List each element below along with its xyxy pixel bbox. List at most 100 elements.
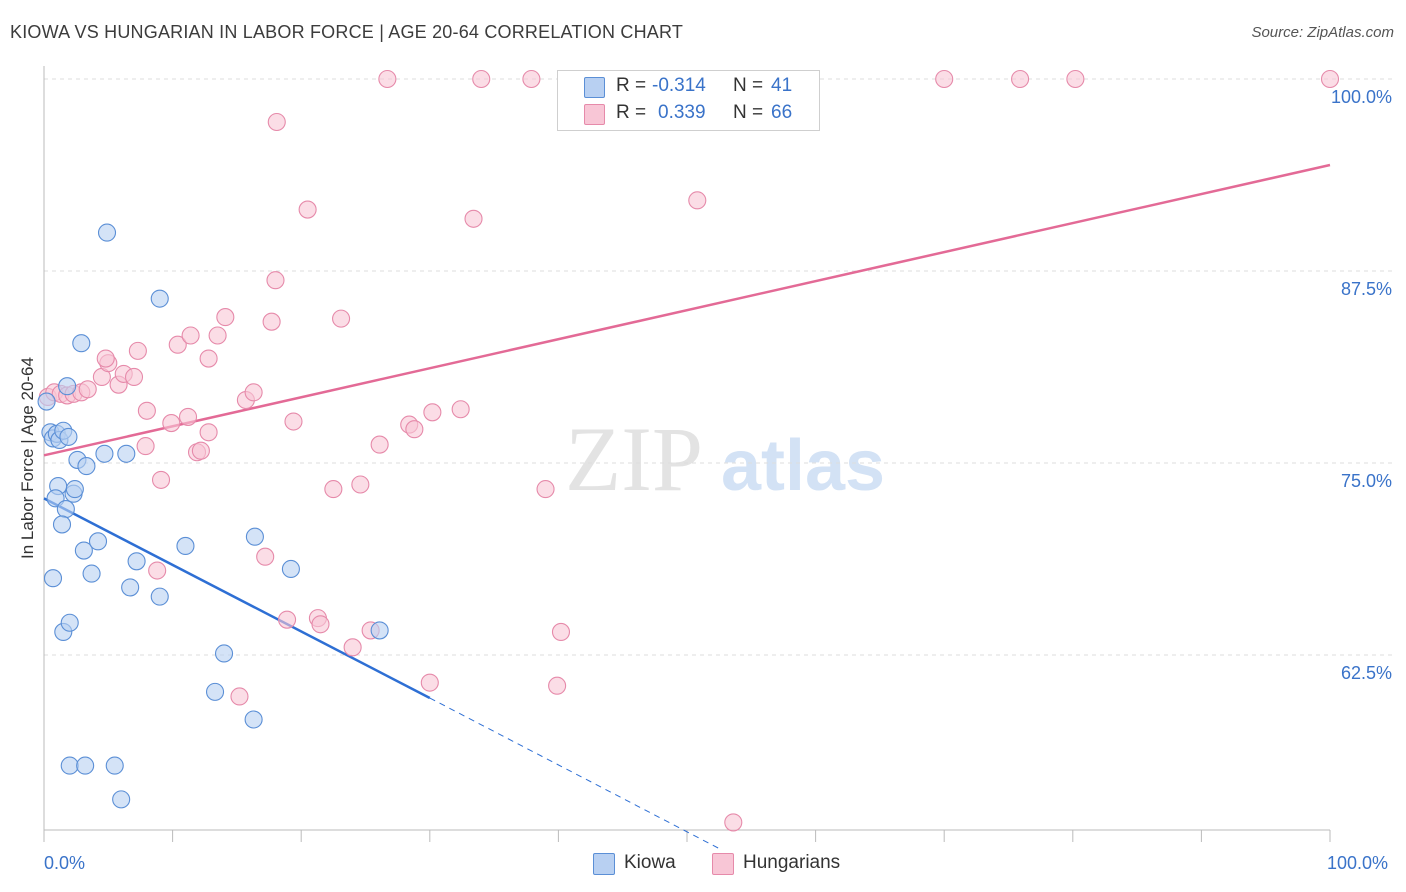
y-tick-label: 87.5%	[1341, 279, 1392, 299]
hungarian-point	[199, 349, 218, 368]
hungarian-point	[266, 271, 285, 290]
kiowa-trend-extension	[429, 697, 720, 849]
watermark: ZIP atlas	[565, 408, 885, 510]
kiowa-point	[370, 621, 389, 640]
kiowa-n-value: 41	[771, 75, 793, 96]
kiowa-point	[121, 578, 140, 597]
chart-title: KIOWA VS HUNGARIAN IN LABOR FORCE | AGE …	[10, 22, 684, 42]
hungarian-point	[168, 335, 187, 354]
hungarian-point	[464, 209, 483, 228]
watermark-zip: ZIP	[565, 408, 703, 510]
kiowa-r-value: -0.314	[652, 75, 706, 96]
hungarian-swatch	[584, 104, 605, 125]
hungarian-point	[244, 383, 263, 402]
hungarian-point	[1066, 69, 1085, 89]
kiowa-point	[77, 457, 96, 476]
kiowa-point	[112, 790, 131, 809]
hungarian-point	[324, 480, 343, 499]
y-tick-label: 62.5%	[1341, 663, 1392, 683]
hungarian-point	[284, 412, 303, 431]
hungarian-point	[128, 341, 147, 360]
kiowa-trend-line	[43, 497, 431, 700]
kiowa-point	[43, 569, 63, 588]
hungarian-point	[148, 561, 167, 580]
y-tick-label: 100.0%	[1331, 87, 1392, 107]
kiowa-legend-swatch	[593, 853, 615, 875]
kiowa-point	[244, 710, 263, 729]
x-tick-label-max: 100.0%	[1327, 853, 1389, 873]
kiowa-point	[127, 552, 146, 571]
hungarian-point	[137, 401, 156, 420]
kiowa-point	[60, 756, 79, 775]
hungarian-point	[724, 813, 743, 832]
kiowa-swatch	[584, 77, 605, 98]
hungarian-point	[935, 69, 954, 89]
hungarian-point	[256, 547, 275, 566]
hungarian-n-value: 66	[771, 102, 793, 123]
hungarian-point	[191, 441, 210, 460]
kiowa-point	[82, 564, 101, 583]
kiowa-point	[150, 289, 169, 308]
x-tick-label-min: 0.0%	[44, 853, 86, 873]
trend-lines	[43, 163, 1331, 849]
hungarian-point	[311, 615, 330, 634]
kiowa-point	[74, 541, 93, 560]
kiowa-point	[281, 559, 300, 579]
hungarian-point	[351, 475, 370, 494]
kiowa-point	[176, 536, 195, 555]
hungarian-point	[343, 638, 362, 657]
kiowa-point	[37, 392, 56, 411]
kiowa-point	[65, 480, 84, 499]
kiowa-point	[245, 527, 264, 546]
hungarian-point	[199, 423, 218, 442]
hungarian-point	[378, 69, 397, 89]
hungarian-r-label: R =	[616, 102, 647, 123]
hungarian-point	[451, 400, 470, 419]
series-legend: Kiowa Hungarians	[0, 852, 1406, 878]
watermark-atlas: atlas	[721, 426, 885, 506]
hungarian-point	[548, 676, 567, 695]
hungarian-point	[124, 367, 144, 387]
hungarian-point	[332, 309, 351, 328]
hungarian-point	[96, 349, 115, 368]
source-credit: Source: ZipAtlas.com	[1251, 24, 1394, 41]
kiowa-point	[59, 427, 78, 446]
hungarian-n-label: N =	[733, 102, 764, 123]
kiowa-point	[60, 613, 79, 632]
gridlines	[44, 78, 1394, 656]
kiowa-point	[95, 444, 114, 463]
kiowa-point	[205, 682, 225, 701]
kiowa-n-label: N =	[733, 75, 764, 96]
hungarian-point	[405, 420, 424, 439]
hungarian-trend-line	[43, 163, 1331, 457]
correlation-legend: R = -0.314 N = 41 R = 0.339 N = 66	[557, 70, 820, 131]
hungarian-point	[551, 622, 571, 642]
kiowa-point	[150, 587, 169, 606]
kiowa-point	[72, 334, 91, 353]
axes	[43, 66, 1331, 842]
hungarian-legend-label: Hungarians	[743, 852, 841, 873]
kiowa-legend-label: Kiowa	[624, 852, 676, 873]
hungarian-point	[151, 470, 171, 489]
hungarian-point	[423, 403, 442, 422]
hungarian-point	[262, 312, 281, 331]
hungarian-point	[688, 191, 707, 210]
data-points	[37, 69, 1340, 832]
hungarian-point	[298, 200, 317, 219]
y-tick-labels: 62.5% 75.0% 87.5% 100.0%	[1331, 87, 1392, 683]
hungarian-point	[216, 308, 235, 327]
hungarian-point	[78, 380, 97, 399]
hungarian-point	[370, 435, 389, 454]
y-tick-label: 75.0%	[1341, 471, 1392, 491]
hungarian-point	[1320, 69, 1340, 89]
hungarian-point	[181, 326, 200, 345]
kiowa-point	[88, 532, 108, 551]
hungarian-r-value: 0.339	[658, 102, 706, 123]
kiowa-point	[214, 644, 234, 663]
kiowa-point	[58, 377, 77, 396]
hungarian-point	[1011, 69, 1030, 89]
kiowa-point	[56, 500, 75, 519]
hungarian-point	[267, 112, 286, 132]
kiowa-r-label: R =	[616, 75, 647, 96]
hungarian-point	[522, 69, 541, 89]
